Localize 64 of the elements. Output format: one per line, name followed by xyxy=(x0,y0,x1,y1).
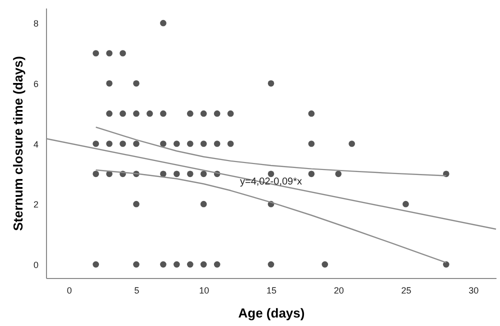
point xyxy=(160,20,166,26)
y-tick-label: 0 xyxy=(33,260,38,270)
point xyxy=(200,170,207,178)
point xyxy=(106,80,112,87)
x-tick-label: 25 xyxy=(401,286,412,296)
point xyxy=(160,170,166,178)
point xyxy=(120,110,126,117)
x-tick-label: 15 xyxy=(266,286,277,296)
point xyxy=(308,140,315,147)
y-axis-title: Sternum closure time (days) xyxy=(10,56,26,231)
x-tick-label: 20 xyxy=(334,286,344,296)
point xyxy=(214,261,220,268)
x-tick-label: 30 xyxy=(468,286,479,296)
point xyxy=(214,140,220,147)
point xyxy=(160,261,166,268)
y-tick-label: 2 xyxy=(33,200,38,210)
point xyxy=(133,80,140,87)
y-tick-label: 8 xyxy=(33,18,38,29)
point xyxy=(160,140,166,147)
point xyxy=(335,170,342,178)
point xyxy=(322,261,328,268)
point xyxy=(200,140,207,147)
point xyxy=(187,110,194,117)
point xyxy=(227,140,234,147)
point xyxy=(92,140,100,147)
point xyxy=(133,261,140,268)
point xyxy=(174,170,180,178)
point xyxy=(174,261,180,268)
x-tick-label: 5 xyxy=(134,286,140,296)
point xyxy=(187,170,194,178)
point xyxy=(214,110,220,117)
point xyxy=(200,110,207,117)
point xyxy=(402,200,409,208)
point xyxy=(106,140,112,147)
point xyxy=(187,140,194,147)
point xyxy=(120,140,126,147)
point xyxy=(120,50,126,56)
point xyxy=(106,110,112,117)
point xyxy=(133,200,140,208)
point xyxy=(308,170,315,178)
x-tick-label: 10 xyxy=(199,286,210,296)
point xyxy=(200,200,207,208)
point xyxy=(92,50,100,56)
point xyxy=(200,261,207,268)
y-tick-label: 6 xyxy=(33,78,38,89)
point xyxy=(268,261,274,268)
x-tick-label: 0 xyxy=(66,286,72,296)
point xyxy=(268,80,274,87)
point xyxy=(348,140,355,147)
x-axis-title: Age (days) xyxy=(238,306,305,320)
point xyxy=(308,110,315,117)
point xyxy=(92,170,100,178)
point xyxy=(133,110,140,117)
point xyxy=(106,50,112,56)
point xyxy=(187,261,194,268)
point xyxy=(92,261,100,268)
annotation: y=4,02-0,09*x xyxy=(240,176,302,188)
point xyxy=(268,170,274,178)
point xyxy=(227,110,234,117)
point xyxy=(160,110,166,117)
point xyxy=(146,110,153,117)
y-tick-label: 4 xyxy=(33,139,38,150)
point xyxy=(133,140,140,147)
point xyxy=(174,140,180,147)
